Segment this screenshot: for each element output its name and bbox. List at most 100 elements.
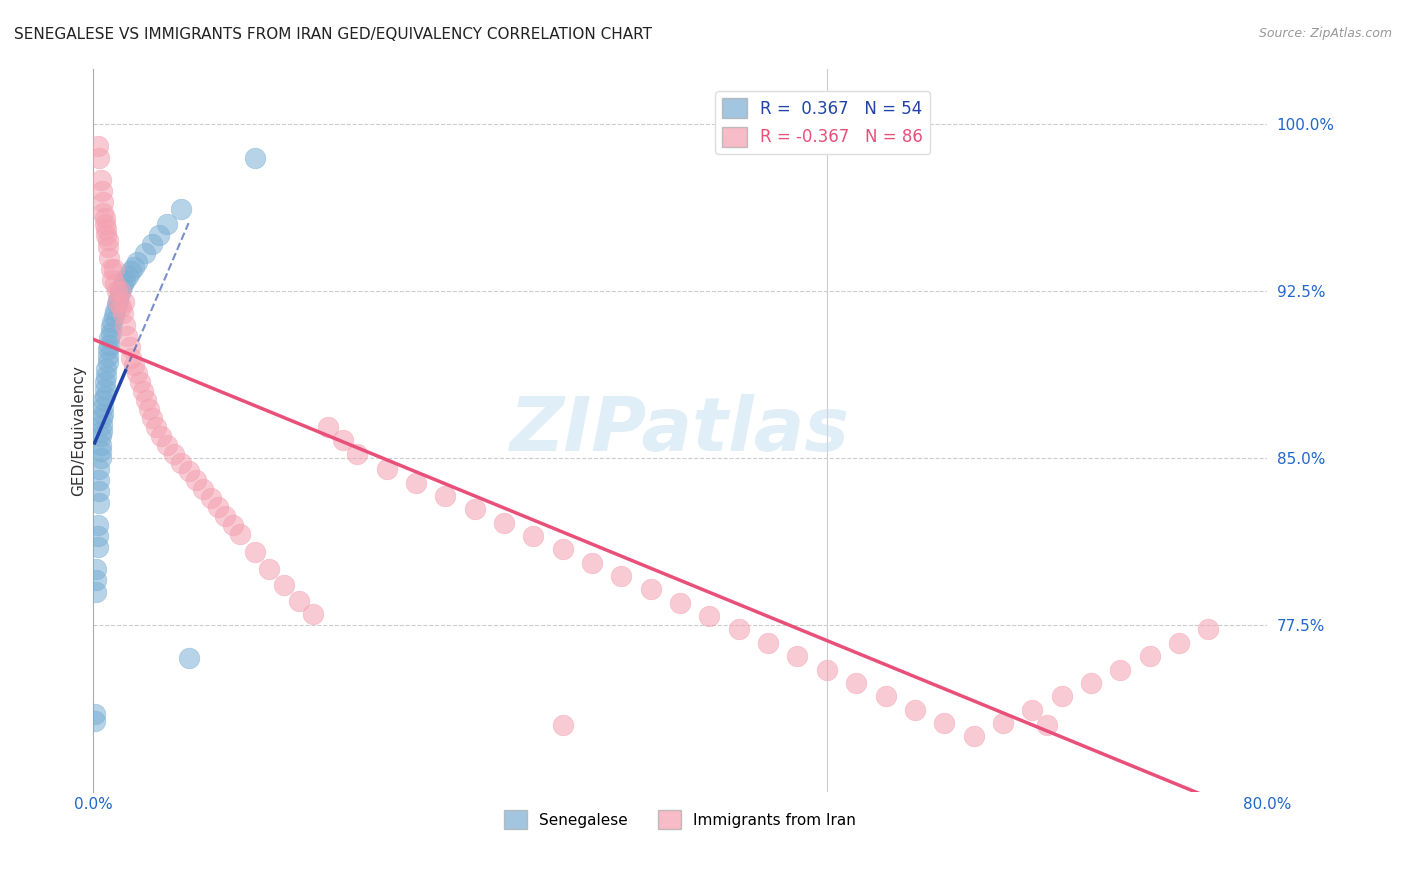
Point bbox=[89, 429, 111, 443]
Point bbox=[149, 429, 172, 443]
Point bbox=[727, 623, 749, 637]
Point bbox=[581, 556, 603, 570]
Point bbox=[110, 282, 132, 296]
Point bbox=[98, 251, 121, 265]
Point bbox=[96, 221, 118, 235]
Point bbox=[86, 517, 108, 532]
Point bbox=[94, 382, 117, 396]
Point bbox=[93, 407, 115, 421]
Point bbox=[1021, 703, 1043, 717]
Point bbox=[170, 202, 193, 216]
Point bbox=[551, 542, 574, 557]
Point bbox=[101, 273, 124, 287]
Point bbox=[1050, 690, 1073, 704]
Point bbox=[89, 451, 111, 466]
Point bbox=[207, 500, 229, 514]
Point bbox=[118, 340, 141, 354]
Point bbox=[98, 337, 121, 351]
Point bbox=[110, 300, 132, 314]
Point bbox=[243, 544, 266, 558]
Point bbox=[120, 264, 142, 278]
Point bbox=[259, 562, 281, 576]
Point bbox=[93, 206, 115, 220]
Point bbox=[845, 676, 868, 690]
Point bbox=[104, 277, 127, 292]
Point bbox=[138, 402, 160, 417]
Point bbox=[87, 495, 110, 509]
Point bbox=[108, 284, 131, 298]
Point bbox=[87, 151, 110, 165]
Point bbox=[122, 358, 145, 372]
Point bbox=[991, 715, 1014, 730]
Point bbox=[94, 211, 117, 225]
Point bbox=[91, 411, 114, 425]
Point bbox=[1080, 676, 1102, 690]
Point bbox=[287, 593, 309, 607]
Point bbox=[105, 284, 128, 298]
Point bbox=[135, 393, 157, 408]
Point bbox=[114, 273, 136, 287]
Point bbox=[94, 217, 117, 231]
Point bbox=[94, 376, 117, 390]
Legend: Senegalese, Immigrants from Iran: Senegalese, Immigrants from Iran bbox=[498, 804, 862, 835]
Point bbox=[127, 255, 149, 269]
Point bbox=[91, 425, 114, 439]
Point bbox=[84, 562, 107, 576]
Point bbox=[93, 195, 115, 210]
Point bbox=[129, 376, 152, 390]
Point bbox=[1197, 623, 1219, 637]
Text: Source: ZipAtlas.com: Source: ZipAtlas.com bbox=[1258, 27, 1392, 40]
Point bbox=[302, 607, 325, 621]
Point bbox=[93, 400, 115, 414]
Y-axis label: GED/Equivalency: GED/Equivalency bbox=[72, 365, 86, 496]
Point bbox=[100, 261, 122, 276]
Point bbox=[699, 609, 721, 624]
Point bbox=[83, 714, 105, 728]
Point bbox=[193, 482, 215, 496]
Point bbox=[107, 293, 129, 307]
Point bbox=[84, 574, 107, 588]
Point bbox=[214, 508, 236, 523]
Point bbox=[332, 434, 354, 448]
Point bbox=[1036, 718, 1059, 732]
Point bbox=[170, 456, 193, 470]
Point bbox=[134, 246, 156, 260]
Point bbox=[87, 462, 110, 476]
Point bbox=[97, 239, 120, 253]
Point bbox=[103, 309, 125, 323]
Point bbox=[87, 484, 110, 499]
Point bbox=[640, 582, 662, 597]
Point bbox=[934, 715, 956, 730]
Point bbox=[962, 729, 984, 743]
Point bbox=[115, 328, 138, 343]
Point bbox=[89, 438, 111, 452]
Point bbox=[464, 502, 486, 516]
Point bbox=[669, 596, 692, 610]
Point bbox=[522, 529, 544, 543]
Point bbox=[100, 326, 122, 341]
Point bbox=[904, 703, 927, 717]
Point bbox=[200, 491, 222, 505]
Point bbox=[91, 184, 114, 198]
Point bbox=[86, 139, 108, 153]
Point bbox=[96, 368, 118, 383]
Point bbox=[117, 268, 139, 283]
Point bbox=[84, 584, 107, 599]
Point bbox=[97, 355, 120, 369]
Point bbox=[120, 351, 142, 365]
Point bbox=[177, 651, 200, 665]
Point bbox=[155, 438, 177, 452]
Point bbox=[229, 526, 252, 541]
Point bbox=[1139, 649, 1161, 664]
Point bbox=[610, 569, 633, 583]
Point bbox=[94, 389, 117, 403]
Point bbox=[786, 649, 808, 664]
Point bbox=[221, 517, 243, 532]
Point bbox=[96, 362, 118, 376]
Point bbox=[103, 261, 125, 276]
Point bbox=[375, 462, 398, 476]
Point bbox=[100, 319, 122, 334]
Point bbox=[105, 297, 128, 311]
Point bbox=[104, 304, 127, 318]
Point bbox=[273, 578, 295, 592]
